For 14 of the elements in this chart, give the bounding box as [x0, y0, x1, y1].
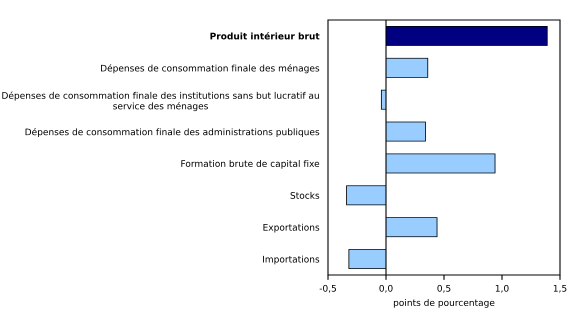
x-tick-label: 1,5	[554, 285, 566, 293]
x-tick-label: -0,5	[320, 284, 336, 293]
y-tick-label: Dépenses de consommation finale des administrations publiques	[26, 128, 320, 138]
y-tick-label: Dépenses de consommation finale des institutions sans but lucratif au service des ménages	[2, 92, 319, 112]
y-tick-label: Produit intérieur brut	[210, 32, 320, 40]
x-tick-label: 0,0	[379, 284, 393, 293]
x-axis-title: points de pourcentage	[394, 299, 494, 308]
x-tick-label: 1,0	[496, 284, 509, 293]
y-tick-label: Importations	[263, 256, 320, 264]
y-tick-label: Stocks	[290, 192, 320, 199]
y-tick-label: Dépenses de consommation finale des ménages	[101, 64, 320, 74]
x-tick-label: 0,5	[437, 284, 450, 293]
y-tick-label: Exportations	[263, 224, 320, 232]
y-tick-label: Formation brute de capital fixe	[181, 160, 320, 169]
